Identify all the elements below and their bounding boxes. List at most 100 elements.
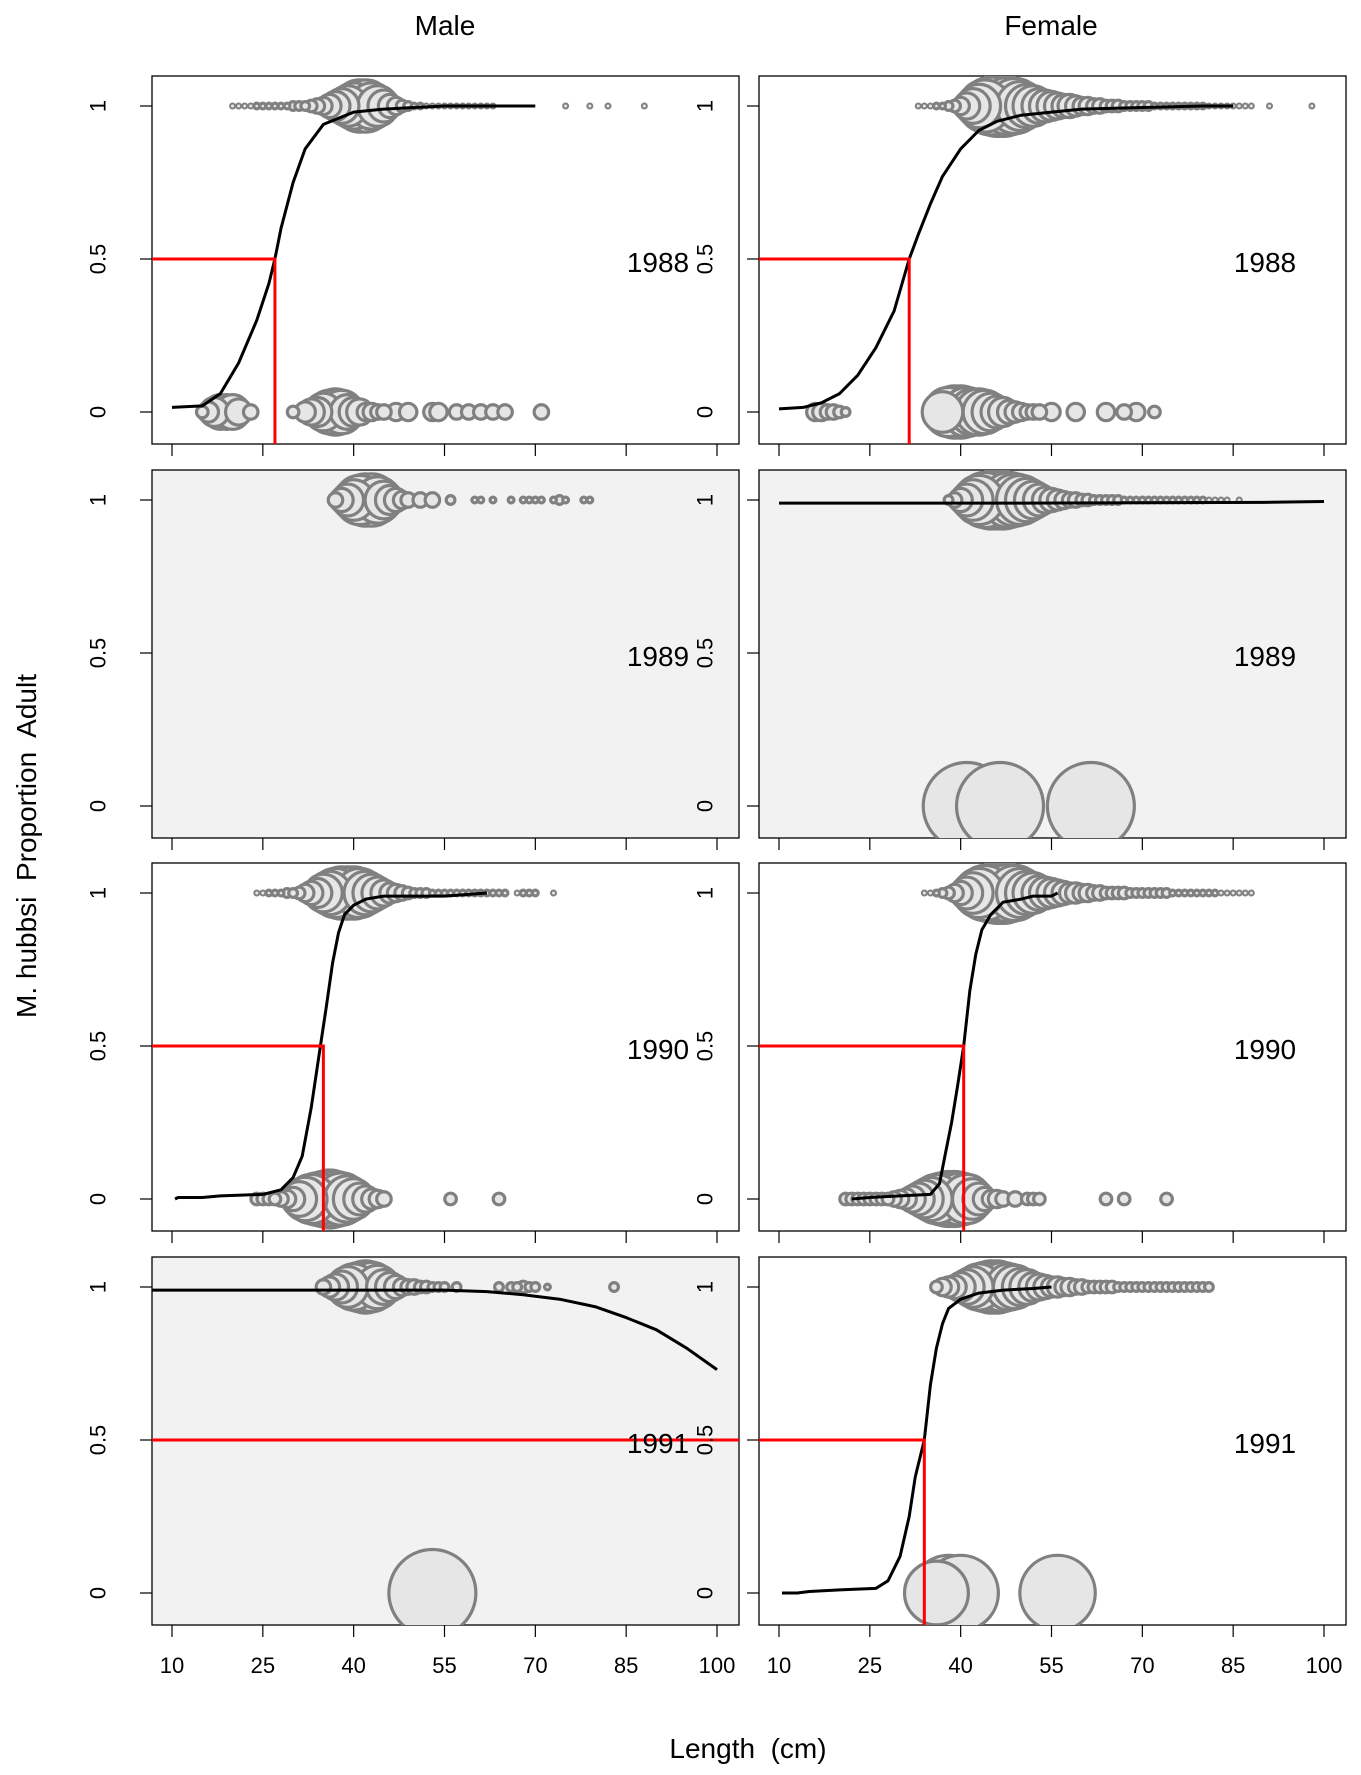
bubble-group: [326, 472, 595, 528]
year-label: 1990: [1234, 1034, 1296, 1065]
y-tick-label: 1: [86, 1281, 111, 1293]
bubble: [550, 889, 557, 897]
bubble: [561, 495, 571, 505]
panel-content: [779, 470, 1325, 838]
panel-female-1988: 0 0.5 1 1988: [693, 75, 1347, 456]
y-tick-label: 0.5: [86, 638, 111, 669]
panel-content: [152, 78, 648, 444]
bubble: [287, 887, 300, 899]
bubble-group: [194, 78, 648, 437]
bubble: [1235, 889, 1243, 897]
bubble: [604, 102, 612, 110]
bubble: [1116, 1191, 1132, 1207]
year-label: 1988: [627, 247, 689, 278]
x-tick-label: 25: [251, 1653, 275, 1678]
y-tick-label: 0: [86, 1587, 111, 1599]
y-tick-label: 0: [86, 800, 111, 812]
l50-line: [759, 1438, 926, 1625]
y-tick-label: 0: [693, 800, 718, 812]
bubble: [920, 102, 928, 110]
bubble: [530, 888, 540, 898]
x-tick-label: 25: [858, 1653, 882, 1678]
bubble: [285, 404, 301, 420]
bubble: [920, 889, 928, 897]
column-title-female: Female: [1004, 10, 1097, 41]
bubble: [1098, 1191, 1114, 1207]
bubble: [491, 1191, 507, 1207]
x-tick-label: 100: [1306, 1653, 1343, 1678]
bubble: [562, 102, 570, 110]
year-label: 1989: [1234, 641, 1296, 672]
y-tick-label: 0.5: [693, 1425, 718, 1456]
year-label: 1989: [627, 641, 689, 672]
bubble: [608, 1281, 621, 1293]
bubble-group: [249, 865, 557, 1230]
bubble: [1247, 102, 1255, 110]
y-tick-label: 0.5: [86, 244, 111, 275]
bubble: [954, 760, 1046, 838]
bubble: [476, 495, 486, 505]
y-tick-label: 1: [86, 887, 111, 899]
bubble: [253, 889, 261, 897]
bubble: [931, 888, 941, 898]
fit-curve: [778, 104, 1234, 411]
fit-curve: [171, 104, 536, 409]
bubble: [259, 889, 267, 897]
x-tick-label: 85: [614, 1653, 638, 1678]
x-tick-label: 10: [160, 1653, 184, 1678]
x-tick-label: 55: [1039, 1653, 1063, 1678]
y-tick-label: 0.5: [86, 1425, 111, 1456]
year-label: 1991: [627, 1428, 689, 1459]
y-tick-label: 1: [693, 494, 718, 506]
bubble: [267, 1191, 283, 1207]
l50-line: [152, 1044, 325, 1231]
bubble: [532, 403, 551, 421]
fit-curve: [152, 1288, 718, 1371]
bubble: [926, 889, 934, 897]
bubble: [1018, 1553, 1097, 1625]
x-tick-label: 85: [1221, 1653, 1245, 1678]
y-tick-label: 0.5: [86, 1031, 111, 1062]
x-axis-label: Length (cm): [669, 1733, 826, 1764]
panel-female-1991: 0 0.5 1 10 25 40 55 70 85 100 1991: [693, 1256, 1347, 1678]
bubble: [929, 1279, 944, 1295]
panel-content: [759, 863, 1255, 1231]
bubble: [444, 494, 457, 506]
bubble: [443, 1191, 458, 1207]
panel-frame: [151, 469, 740, 839]
bubble: [1308, 102, 1316, 110]
bubble: [375, 403, 393, 421]
bubble: [542, 1282, 552, 1292]
bubble: [536, 495, 546, 505]
x-tick-label: 40: [341, 1653, 365, 1678]
x-tick-label: 70: [1130, 1653, 1154, 1678]
bubble: [1241, 102, 1249, 110]
y-tick-label: 0.5: [693, 1031, 718, 1062]
bubble-group: [314, 1259, 621, 1625]
bubble: [282, 101, 292, 111]
bubble: [247, 102, 255, 110]
year-label: 1991: [1234, 1428, 1296, 1459]
year-label: 1990: [627, 1034, 689, 1065]
bubble: [1030, 403, 1049, 421]
y-tick-label: 1: [86, 494, 111, 506]
panel-content: [326, 472, 595, 528]
l50-line: [759, 257, 911, 444]
bubble: [926, 102, 934, 110]
bubble: [1065, 401, 1087, 423]
panel-content: [759, 1259, 1215, 1625]
bubble: [920, 390, 965, 434]
fit-curve: [851, 891, 1059, 1201]
bubble: [488, 495, 498, 505]
y-tick-label: 0: [86, 406, 111, 418]
bubble: [375, 1190, 393, 1208]
bubble: [511, 1281, 524, 1293]
bubble: [937, 101, 947, 111]
bubble-group: [805, 76, 1316, 440]
y-tick-label: 0: [693, 406, 718, 418]
bubble: [229, 102, 237, 110]
bubble: [423, 491, 442, 509]
bubble-group: [921, 470, 1243, 838]
fit-curve: [779, 500, 1325, 505]
